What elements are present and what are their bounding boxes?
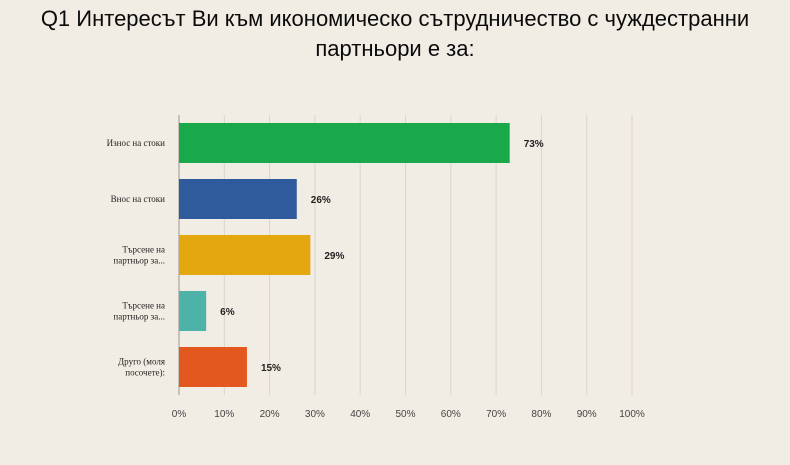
category-label: партньор за... bbox=[113, 256, 165, 266]
bar bbox=[179, 291, 207, 331]
value-label: 26% bbox=[311, 195, 331, 206]
bar bbox=[179, 179, 297, 219]
category-label: посочете): bbox=[125, 368, 165, 378]
x-tick-label: 0% bbox=[172, 409, 187, 420]
category-label: Внос на стоки bbox=[111, 194, 166, 204]
x-tick-label: 70% bbox=[486, 409, 506, 420]
x-tick-label: 40% bbox=[350, 409, 370, 420]
category-label: Износ на стоки bbox=[107, 138, 166, 148]
value-label: 73% bbox=[524, 139, 544, 150]
chart-title-line-2: партньори е за: bbox=[315, 36, 475, 61]
x-tick-label: 30% bbox=[305, 409, 325, 420]
category-label: Друго (моля bbox=[118, 357, 165, 367]
x-tick-label: 100% bbox=[619, 409, 645, 420]
category-label: Търсене на bbox=[122, 245, 165, 255]
category-label: партньор за... bbox=[113, 312, 165, 322]
value-label: 29% bbox=[324, 251, 344, 262]
x-tick-label: 90% bbox=[577, 409, 597, 420]
bar bbox=[179, 347, 247, 387]
x-tick-label: 20% bbox=[260, 409, 280, 420]
value-label: 6% bbox=[220, 307, 235, 318]
value-label: 15% bbox=[261, 363, 281, 374]
bar bbox=[179, 235, 311, 275]
chart-title-line-1: Q1 Интересът Ви към икономическо сътрудн… bbox=[40, 6, 750, 31]
x-tick-label: 80% bbox=[531, 409, 551, 420]
x-tick-label: 60% bbox=[441, 409, 461, 420]
bar bbox=[179, 123, 510, 163]
x-tick-label: 10% bbox=[214, 409, 234, 420]
x-tick-label: 50% bbox=[395, 409, 415, 420]
chart-title: Q1 Интересът Ви към икономическо сътрудн… bbox=[0, 4, 790, 64]
category-label: Търсене на bbox=[122, 301, 165, 311]
